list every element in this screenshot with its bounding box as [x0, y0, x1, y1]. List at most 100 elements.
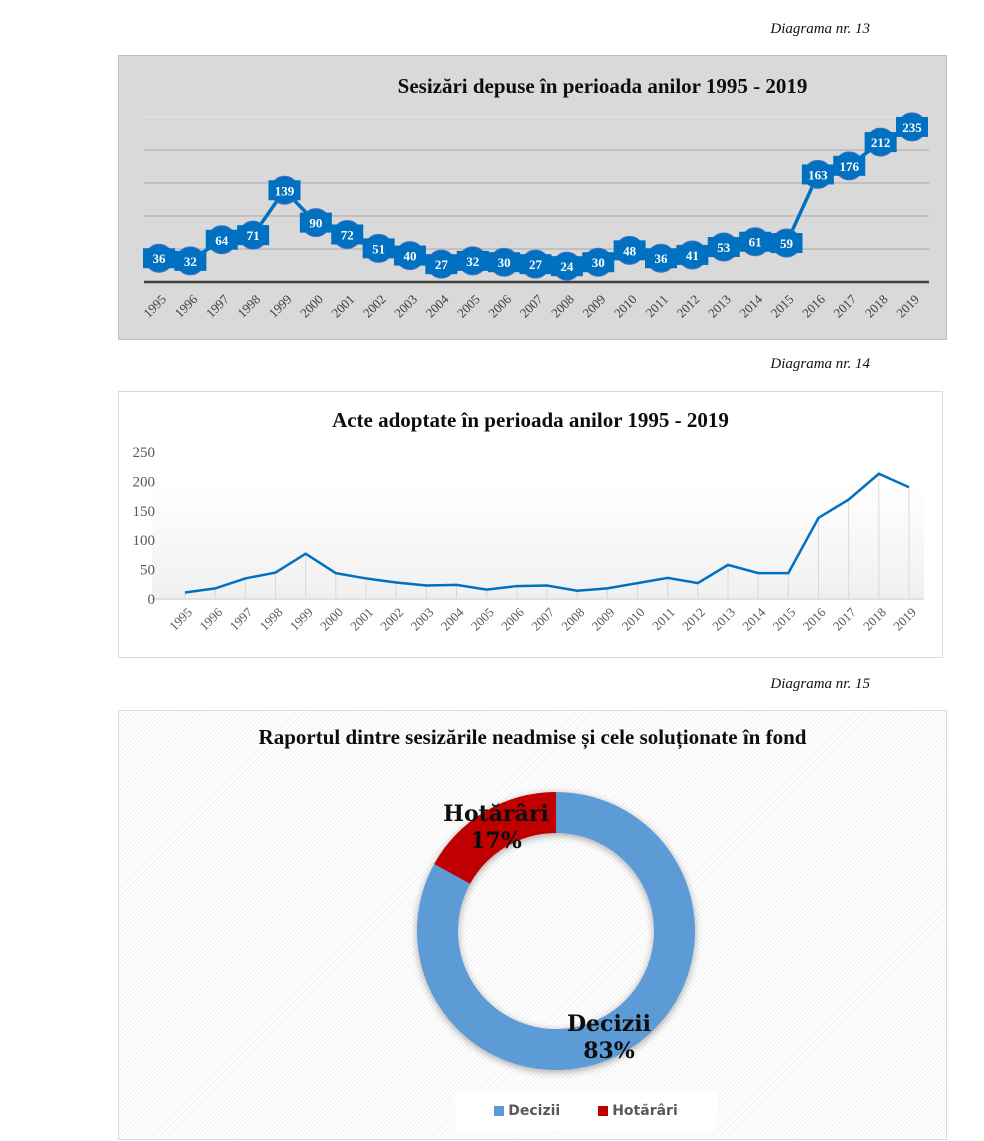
- donut-group: [416, 792, 695, 1070]
- x-tick-label: 2019: [890, 605, 919, 634]
- chart-sesizari: Sesizări depuse în perioada anilor 1995 …: [118, 55, 947, 340]
- data-label-box: [331, 224, 364, 245]
- data-label-box: [833, 155, 866, 176]
- data-label: 212: [871, 135, 891, 150]
- x-tick-label: 2007: [528, 604, 557, 633]
- chart-legend: Decizii Hotărâri: [455, 1091, 717, 1131]
- x-tick-label: 1995: [166, 605, 195, 634]
- chart-acte-adoptate: Acte adoptate în perioada anilor 1995 - …: [118, 391, 943, 658]
- data-label: 71: [247, 228, 260, 243]
- data-label: 27: [529, 257, 543, 272]
- data-label: 235: [902, 120, 922, 135]
- data-label-box: [801, 164, 834, 185]
- x-tick-label: 2013: [709, 605, 738, 634]
- data-label-box: [739, 231, 772, 252]
- x-tick-label: 1998: [257, 605, 286, 634]
- x-tick-label: 2008: [548, 292, 577, 321]
- x-tick-label: 2015: [768, 292, 797, 321]
- data-label-percent: 17%: [470, 828, 522, 854]
- x-tick-label: 2000: [297, 292, 326, 321]
- chart-raport: Raportul dintre sesizările neadmise și c…: [118, 710, 947, 1140]
- data-label-box: [237, 225, 270, 246]
- x-tick-label: 2010: [611, 292, 640, 321]
- data-label-box: [143, 248, 175, 269]
- legend-swatch-hotarari: [598, 1106, 609, 1116]
- x-tick-label: 2002: [360, 292, 389, 321]
- data-label: 176: [840, 159, 860, 174]
- x-tick-label: 2005: [454, 292, 483, 321]
- x-tick-label: 2016: [799, 291, 828, 320]
- data-label: 64: [215, 233, 229, 248]
- x-tick-label: 2015: [769, 605, 798, 634]
- x-tick-label: 2012: [674, 292, 703, 321]
- x-tick-label: 2008: [558, 605, 587, 634]
- data-label: 53: [717, 240, 731, 255]
- x-tick-label: 2016: [800, 604, 829, 633]
- legend-item-hotarari: Hotărâri: [598, 1103, 678, 1119]
- data-label-box: [488, 252, 521, 273]
- data-label: 30: [498, 255, 511, 270]
- donut-slice-hotărâri: [434, 792, 556, 884]
- data-label: 40: [404, 249, 417, 264]
- chart-sesizari-plot: 36 32 64 71 139 90 72 51 40 27 32 30 27 24 30 48 36 41 53 6…: [140, 112, 929, 321]
- x-tick-label: 2004: [438, 604, 467, 633]
- x-tick-label: 2011: [642, 292, 671, 321]
- x-tick-label: 2011: [649, 605, 678, 634]
- x-tick-label: 2001: [347, 605, 376, 634]
- data-label: 30: [592, 255, 605, 270]
- series-line: [184, 472, 910, 594]
- x-tick-label: 1997: [203, 291, 232, 320]
- x-tick-label: 1999: [287, 605, 316, 634]
- x-tick-label: 2005: [468, 605, 497, 634]
- chart-title: Sesizări depuse în perioada anilor 1995 …: [397, 74, 808, 98]
- data-label-box: [362, 238, 395, 259]
- data-label-box: [676, 244, 709, 265]
- x-tick-label: 1998: [234, 292, 263, 321]
- data-label-box: [770, 233, 803, 254]
- x-tick-label: 1999: [266, 292, 295, 321]
- data-label: 36: [655, 251, 669, 266]
- x-tick-label: 2018: [860, 605, 889, 634]
- data-label-percent: 83%: [583, 1038, 635, 1064]
- legend-item-decizii: Decizii: [494, 1103, 560, 1119]
- data-label-name: Decizii: [567, 1011, 651, 1037]
- data-label-box: [645, 248, 677, 269]
- data-label: 41: [686, 248, 699, 263]
- x-tick-label: 1996: [196, 604, 225, 633]
- x-tick-label: 2006: [485, 291, 514, 320]
- legend-swatch-decizii: [494, 1106, 505, 1116]
- x-tick-label: 2007: [517, 291, 546, 320]
- y-tick-label: 150: [133, 504, 156, 520]
- data-label-box: [613, 240, 646, 261]
- data-label-box: [394, 245, 426, 266]
- x-tick-label: 2017: [830, 291, 859, 320]
- x-tick-label: 2001: [328, 292, 357, 321]
- data-label: 27: [435, 257, 449, 272]
- y-tick-label: 0: [148, 592, 156, 608]
- x-tick-label: 2019: [893, 292, 922, 321]
- data-label-box: [550, 256, 583, 277]
- x-tick-label: 2012: [679, 605, 708, 634]
- data-label: 36: [153, 251, 167, 266]
- x-tick-label: 2006: [498, 604, 527, 633]
- data-label-box: [896, 116, 928, 137]
- data-label: 24: [560, 259, 574, 274]
- data-label-box: [519, 254, 552, 275]
- chart-title: Acte adoptate în perioada anilor 1995 - …: [332, 408, 729, 432]
- x-tick-label: 1996: [172, 291, 201, 320]
- data-label-box: [205, 229, 238, 250]
- data-label-box: [268, 180, 301, 201]
- x-tick-label: 2014: [736, 291, 765, 320]
- x-tick-label: 2002: [377, 605, 406, 634]
- caption-diagram-14: Diagrama nr. 14: [770, 356, 870, 372]
- x-tick-label: 2000: [317, 605, 346, 634]
- data-label: 163: [808, 167, 828, 182]
- y-tick-label: 50: [140, 563, 155, 579]
- data-label: 61: [749, 235, 762, 250]
- data-label: 51: [372, 241, 385, 256]
- data-label-box: [456, 250, 489, 271]
- x-tick-label: 2014: [739, 604, 768, 633]
- data-label-box: [299, 212, 332, 233]
